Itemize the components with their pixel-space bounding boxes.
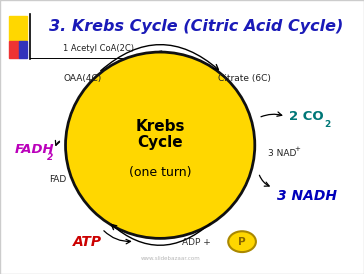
Text: 2: 2 <box>47 153 53 161</box>
Circle shape <box>228 231 256 252</box>
Text: FAD: FAD <box>49 175 66 184</box>
Text: Krebs: Krebs <box>135 119 185 133</box>
Text: (one turn): (one turn) <box>129 166 191 179</box>
Text: Cycle: Cycle <box>137 135 183 150</box>
Bar <box>19 41 27 58</box>
Bar <box>9 16 27 40</box>
Text: 1 Acetyl CoA(2C): 1 Acetyl CoA(2C) <box>63 44 134 53</box>
Text: FADH: FADH <box>15 143 54 156</box>
Text: ATP: ATP <box>73 235 102 250</box>
Bar <box>9 41 19 58</box>
Text: Citrate (6C): Citrate (6C) <box>218 74 271 82</box>
Text: ADP +: ADP + <box>182 238 211 247</box>
Text: P: P <box>238 237 246 247</box>
Text: +: + <box>294 145 300 152</box>
Text: 3 NADH: 3 NADH <box>277 189 337 203</box>
Ellipse shape <box>66 52 255 238</box>
Text: 2: 2 <box>324 120 330 129</box>
Text: 2 CO: 2 CO <box>289 110 324 123</box>
Text: OAA(4C): OAA(4C) <box>64 74 102 82</box>
Text: 3. Krebs Cycle (Citric Acid Cycle): 3. Krebs Cycle (Citric Acid Cycle) <box>50 19 344 33</box>
Text: www.slidebazaar.com: www.slidebazaar.com <box>141 256 201 261</box>
Text: 3 NAD: 3 NAD <box>268 149 296 158</box>
